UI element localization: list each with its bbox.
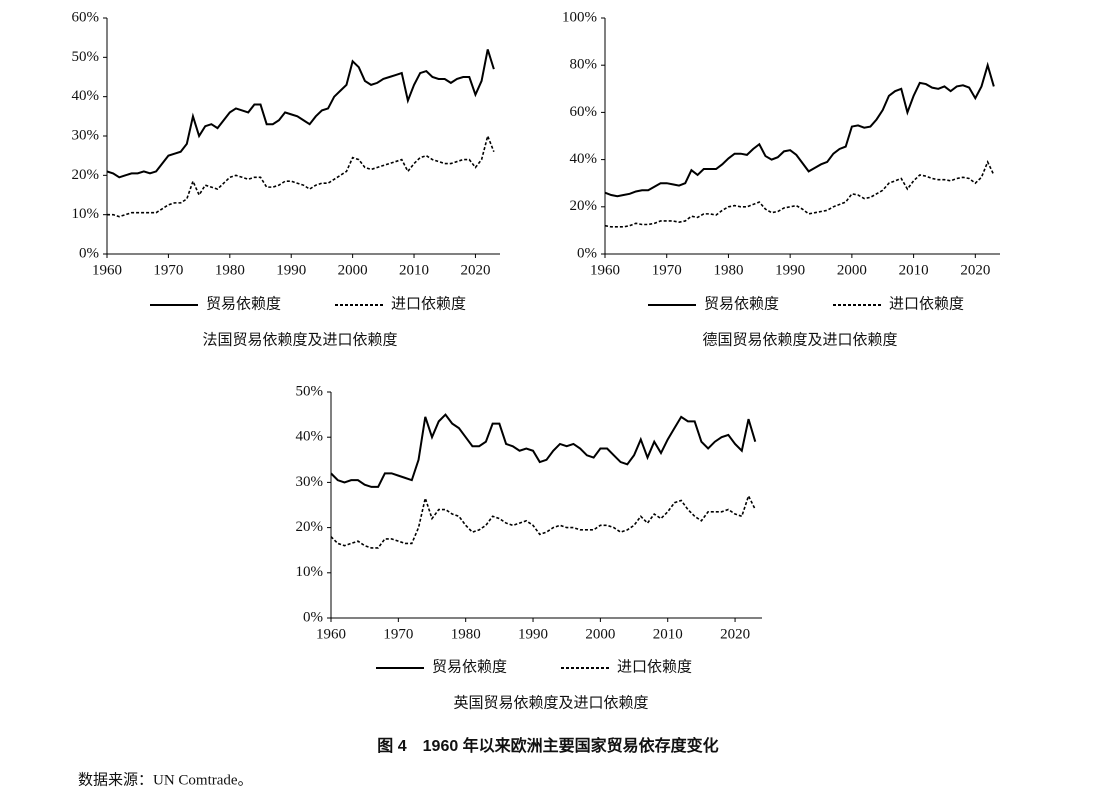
x-tick-label: 1970 <box>153 262 183 278</box>
x-tick-label: 1960 <box>92 262 122 278</box>
x-tick-label: 1990 <box>518 626 548 642</box>
x-tick-label: 2020 <box>460 262 490 278</box>
x-tick-label: 1980 <box>713 262 743 278</box>
legend-label: 贸易依赖度 <box>704 295 779 312</box>
x-tick-label: 1970 <box>383 626 413 642</box>
x-tick-label: 1980 <box>215 262 245 278</box>
y-tick-label: 0% <box>303 609 323 625</box>
x-tick-label: 2000 <box>338 262 368 278</box>
x-tick-label: 1960 <box>590 262 620 278</box>
series-line <box>107 133 495 218</box>
chart-caption: 英国贸易依赖度及进口依赖度 <box>453 693 648 711</box>
y-tick-label: 60% <box>570 104 598 120</box>
y-tick-label: 20% <box>296 519 324 535</box>
x-tick-label: 2000 <box>837 262 867 278</box>
x-tick-label: 2010 <box>653 626 683 642</box>
chart-caption: 法国贸易依赖度及进口依赖度 <box>202 331 397 348</box>
legend-label: 贸易依赖度 <box>206 295 281 312</box>
y-tick-label: 40% <box>72 88 100 104</box>
x-tick-label: 2020 <box>960 262 990 278</box>
source-note: 数据来源：UN Comtrade。 <box>78 771 253 788</box>
x-tick-label: 1960 <box>316 626 346 642</box>
series-line <box>330 493 756 549</box>
y-tick-label: 0% <box>577 245 597 261</box>
legend-label: 进口依赖度 <box>617 658 692 675</box>
x-tick-label: 2000 <box>585 626 615 642</box>
y-tick-label: 20% <box>72 167 100 183</box>
figure-title: 图 4 1960 年以来欧洲主要国家贸易依存度变化 <box>377 736 718 755</box>
y-tick-label: 100% <box>562 9 597 25</box>
legend-label: 贸易依赖度 <box>432 658 507 675</box>
x-tick-label: 2010 <box>399 262 429 278</box>
y-tick-label: 40% <box>296 429 324 445</box>
x-tick-label: 1990 <box>276 262 306 278</box>
x-tick-label: 2020 <box>720 626 750 642</box>
x-tick-label: 1970 <box>652 262 682 278</box>
series-line <box>604 61 995 198</box>
y-tick-label: 10% <box>296 564 324 580</box>
y-tick-label: 60% <box>72 9 100 25</box>
y-tick-label: 30% <box>296 474 324 490</box>
y-tick-label: 50% <box>72 49 100 65</box>
series-line <box>604 159 995 228</box>
legend-label: 进口依赖度 <box>889 295 964 312</box>
chart-caption: 德国贸易依赖度及进口依赖度 <box>702 330 897 348</box>
y-tick-label: 80% <box>570 57 598 73</box>
x-tick-label: 1990 <box>775 262 805 278</box>
x-tick-label: 1980 <box>451 626 481 642</box>
y-tick-label: 30% <box>72 127 100 143</box>
y-tick-label: 20% <box>570 198 598 214</box>
x-tick-label: 2010 <box>899 262 929 278</box>
y-tick-label: 40% <box>570 151 598 167</box>
y-tick-label: 10% <box>72 206 100 222</box>
series-line <box>330 413 757 488</box>
series-line <box>106 49 495 179</box>
legend-label: 进口依赖度 <box>391 295 466 312</box>
y-tick-label: 50% <box>296 383 324 399</box>
y-tick-label: 0% <box>79 245 99 261</box>
